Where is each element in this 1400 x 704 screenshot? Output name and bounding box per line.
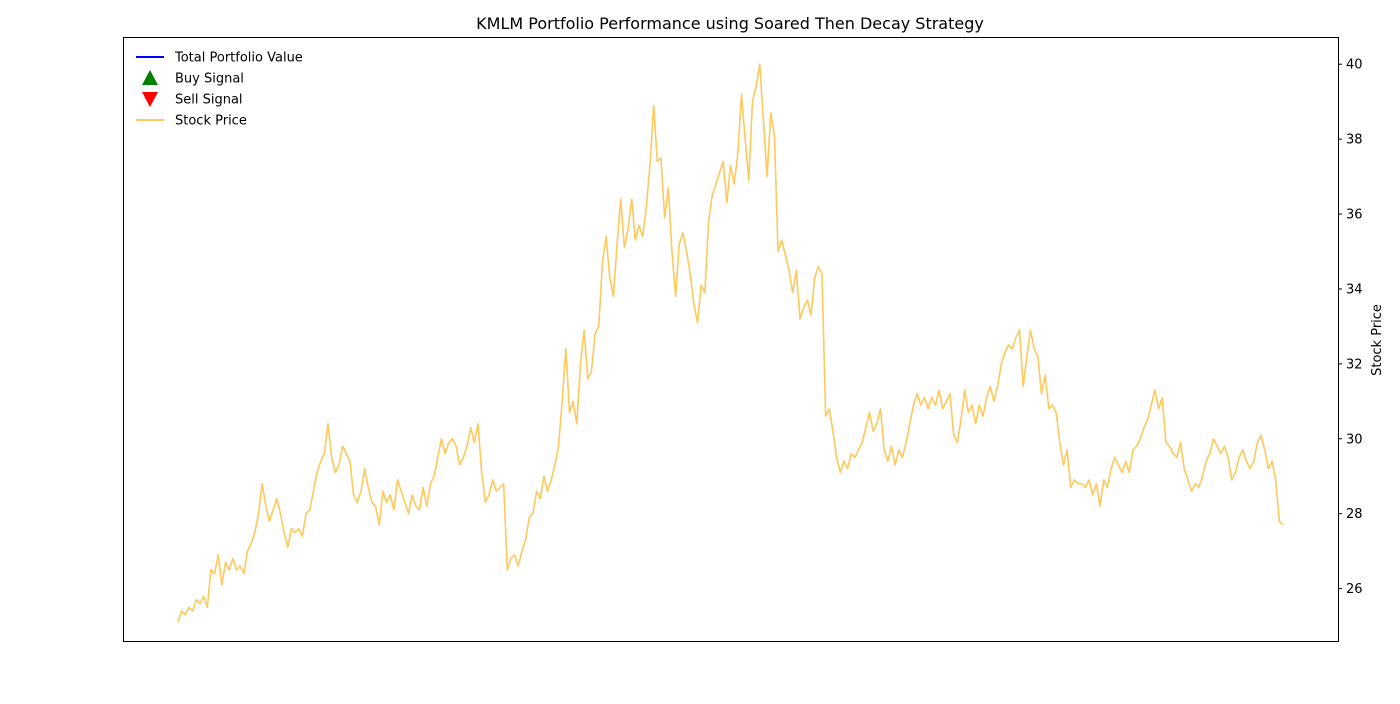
chart-title: KMLM Portfolio Performance using Soared … xyxy=(476,14,984,33)
right-y-tick-label: 32 xyxy=(1346,357,1363,372)
legend: Total Portfolio Value Buy Signal Sell Sign… xyxy=(136,51,303,129)
right-y-tick-label: 28 xyxy=(1346,507,1363,522)
legend-item: Sell Signal xyxy=(142,92,243,108)
legend-item: Buy Signal xyxy=(142,70,244,87)
right-y-axis-label: Stock Price xyxy=(1370,304,1385,376)
sell-signal-triangle-icon xyxy=(142,92,158,107)
right-y-axis: 26 28 30 32 34 36 38 40 xyxy=(1338,58,1363,597)
series-line-stock-price xyxy=(177,63,1284,623)
legend-item: Stock Price xyxy=(136,114,247,129)
right-y-tick-label: 36 xyxy=(1346,208,1363,223)
legend-label: Buy Signal xyxy=(175,72,244,87)
legend-item: Total Portfolio Value xyxy=(136,51,303,66)
plot-frame xyxy=(123,37,1339,642)
right-y-tick-label: 30 xyxy=(1346,432,1363,447)
legend-label: Stock Price xyxy=(175,114,247,129)
right-y-tick-label: 26 xyxy=(1346,582,1363,597)
buy-signal-triangle-icon xyxy=(142,70,158,85)
series-layer xyxy=(177,63,1284,623)
right-y-tick-label: 38 xyxy=(1346,133,1363,148)
legend-label: Total Portfolio Value xyxy=(174,51,303,66)
right-y-tick-label: 34 xyxy=(1346,282,1363,297)
right-y-tick-label: 40 xyxy=(1346,58,1363,73)
legend-label: Sell Signal xyxy=(175,93,243,108)
